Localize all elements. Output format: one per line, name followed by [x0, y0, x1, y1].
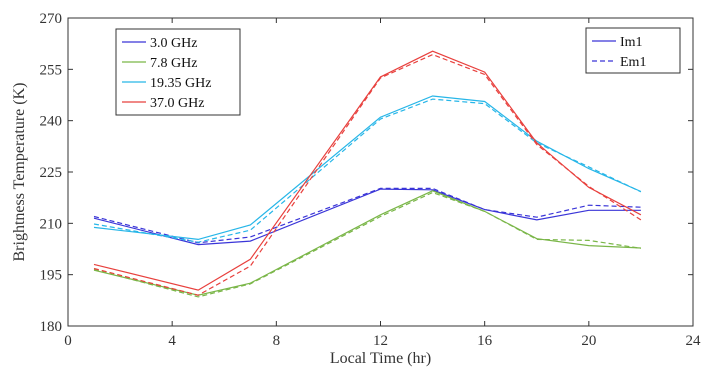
- legend-label: 37.0 GHz: [150, 96, 204, 111]
- y-tick-label: 180: [40, 319, 63, 335]
- series-line-7-8-ghz-im1: [93, 190, 641, 296]
- x-tick-label: 12: [373, 333, 388, 349]
- x-tick-label: 4: [168, 333, 176, 349]
- legend-frequency: 3.0 GHz 7.8 GHz 19.35 GHz 37.0 GHz: [115, 28, 241, 116]
- series-line-19-35-ghz-im1: [93, 95, 642, 241]
- legend-frequency-box: [115, 28, 241, 116]
- legend-label: 3.0 GHz: [150, 36, 197, 51]
- y-axis-ticks: 180 195 210 225 240 255 270: [40, 11, 693, 335]
- y-tick-label: 225: [40, 165, 63, 181]
- x-tick-label: 8: [273, 333, 281, 349]
- y-tick-label: 210: [40, 216, 63, 232]
- plot-lines: [93, 50, 642, 298]
- legend-label: 7.8 GHz: [150, 56, 197, 71]
- y-tick-label: 240: [40, 114, 63, 130]
- legend-label: Im1: [620, 35, 643, 50]
- x-tick-label: 20: [581, 333, 596, 349]
- series-line-7-8-ghz-em1: [93, 191, 641, 298]
- series-line-3-0-ghz-im1: [93, 188, 641, 246]
- x-tick-label: 16: [477, 333, 493, 349]
- x-axis-title: Local Time (hr): [330, 350, 431, 367]
- x-axis-ticks: 0 4 8 12 16 20 24: [64, 18, 701, 349]
- x-tick-label: 0: [64, 333, 72, 349]
- series-line-37-0-ghz-em1: [93, 53, 642, 296]
- legend-label: Em1: [620, 55, 646, 70]
- y-tick-label: 195: [40, 268, 63, 284]
- y-tick-label: 270: [40, 11, 63, 27]
- y-tick-label: 255: [40, 62, 63, 78]
- x-tick-label: 24: [686, 333, 702, 349]
- legend-model-box: [585, 27, 681, 74]
- series-line-19-35-ghz-em1: [93, 98, 642, 243]
- y-axis-title: Brightness Temperature (K): [11, 83, 28, 262]
- legend-label: 19.35 GHz: [150, 76, 211, 91]
- series-line-3-0-ghz-em1: [93, 187, 641, 244]
